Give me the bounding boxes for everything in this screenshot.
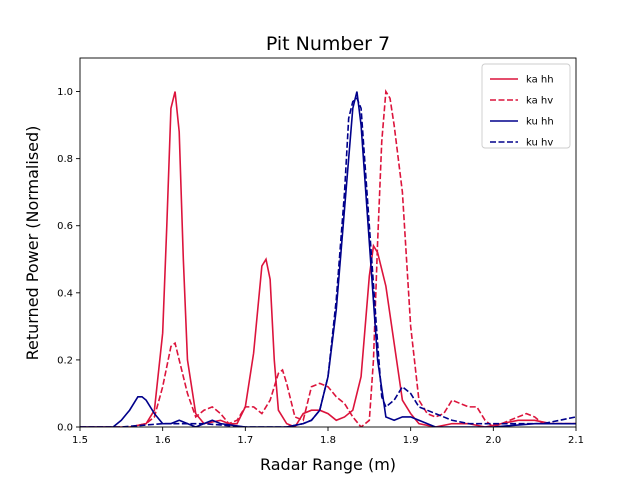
x-tick-label: 2.1 — [568, 435, 584, 446]
x-tick-label: 1.6 — [155, 435, 171, 446]
y-tick-label: 0.0 — [57, 423, 73, 434]
y-tick-label: 0.2 — [57, 355, 73, 366]
series-line-ka-hv — [80, 89, 576, 427]
legend-label: ku hv — [526, 138, 553, 149]
y-tick-label: 1.0 — [57, 87, 73, 98]
legend: ka hh ka hv ku hh ku hv — [481, 63, 571, 149]
plot-area — [80, 89, 576, 427]
x-axis-title: Radar Range (m) — [260, 455, 396, 474]
legend-label: ka hh — [526, 75, 554, 86]
y-tick-label: 0.8 — [57, 154, 73, 165]
chart-title: Pit Number 7 — [266, 33, 390, 55]
series-line-ku-hv — [80, 96, 576, 427]
y-tick-label: 0.6 — [57, 221, 73, 232]
x-tick-label: 2.0 — [485, 435, 501, 446]
legend-box — [481, 63, 571, 149]
y-axis-title: Returned Power (Normalised) — [23, 126, 42, 361]
legend-label: ka hv — [526, 96, 553, 107]
legend-label: ku hh — [526, 117, 554, 128]
y-tick-label: 0.4 — [57, 288, 73, 299]
x-tick-label: 1.9 — [403, 435, 419, 446]
x-tick-label: 1.8 — [320, 435, 336, 446]
axes: 1.5 1.6 1.7 1.8 1.9 2.0 2.1 0.0 0.2 0.4 0.6 0.8 1.0 — [57, 57, 584, 446]
x-tick-label: 1.7 — [237, 435, 253, 446]
series-line-ka-hh — [80, 91, 576, 427]
x-tick-label: 1.5 — [72, 435, 88, 446]
